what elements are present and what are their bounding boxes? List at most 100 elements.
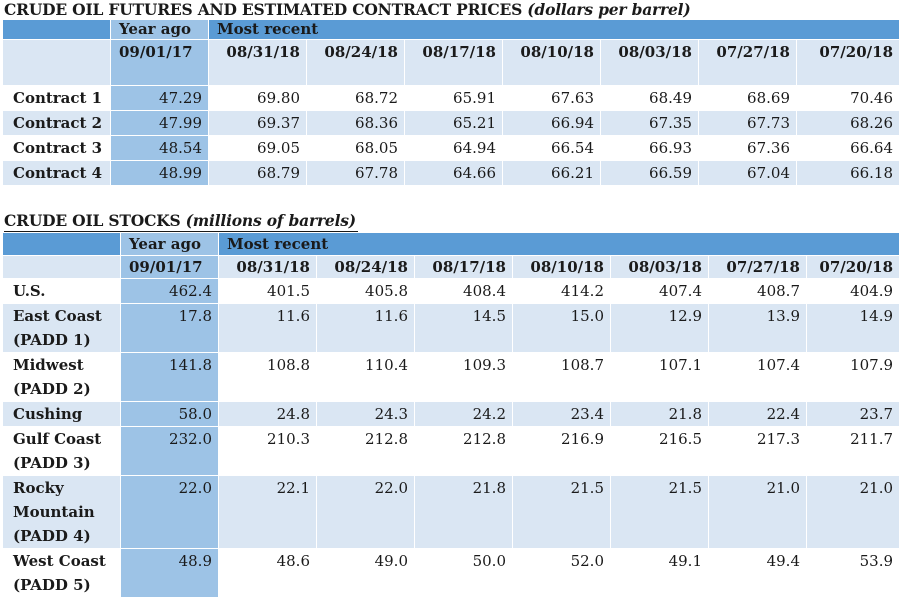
stocks-cell-value: 21.5 bbox=[610, 475, 709, 549]
stocks-cell-value: 216.9 bbox=[512, 426, 611, 476]
stocks-table-row: East Coast (PADD 1) 17.8 11.6 11.6 14.5 15.0 1… bbox=[2, 303, 901, 353]
stocks-cell-value: 21.0 bbox=[708, 475, 807, 549]
futures-header-row-dates: 09/01/17 08/31/18 08/24/18 08/17/18 08/1… bbox=[2, 39, 901, 86]
futures-body: Contract 1 47.29 69.80 68.72 65.91 67.63 68.49… bbox=[2, 85, 901, 186]
stocks-dates-blank bbox=[2, 255, 121, 279]
stocks-cell-value: 108.8 bbox=[218, 352, 317, 402]
stocks-date: 08/03/18 bbox=[610, 255, 709, 279]
futures-date: 08/17/18 bbox=[404, 39, 503, 86]
stocks-row-label: Rocky Mountain (PADD 4) bbox=[2, 475, 121, 549]
futures-cell-value: 69.37 bbox=[208, 110, 307, 136]
futures-cell-value: 70.46 bbox=[795, 85, 901, 111]
stocks-cell-value: 17.8 bbox=[120, 303, 219, 353]
futures-cell-value: 67.63 bbox=[502, 85, 601, 111]
stocks-table-row: U.S. 462.4 401.5 405.8 408.4 414.2 407.4 408.7 4… bbox=[2, 278, 901, 304]
futures-row-label: Contract 1 bbox=[2, 85, 111, 111]
stocks-cell-value: 107.9 bbox=[805, 352, 901, 402]
futures-year-ago-label: Year ago bbox=[110, 19, 209, 40]
stocks-cell-value: 48.6 bbox=[218, 548, 317, 598]
stocks-cell-value: 24.2 bbox=[414, 401, 513, 427]
stocks-cell-value: 141.8 bbox=[120, 352, 219, 402]
futures-cell-value: 47.29 bbox=[110, 85, 209, 111]
stocks-cell-value: 109.3 bbox=[414, 352, 513, 402]
stocks-cell-value: 414.2 bbox=[512, 278, 611, 304]
stocks-cell-value: 52.0 bbox=[512, 548, 611, 598]
stocks-cell-value: 232.0 bbox=[120, 426, 219, 476]
stocks-header-row-top: Year ago Most recent bbox=[2, 232, 901, 256]
futures-table-row: Contract 2 47.99 69.37 68.36 65.21 66.94 67.35… bbox=[2, 110, 901, 136]
futures-cell-value: 67.04 bbox=[698, 160, 797, 186]
stocks-date: 09/01/17 bbox=[120, 255, 219, 279]
stocks-row-label: Gulf Coast (PADD 3) bbox=[2, 426, 121, 476]
stocks-date: 08/24/18 bbox=[316, 255, 415, 279]
futures-cell-value: 66.93 bbox=[600, 135, 699, 161]
futures-cell-value: 68.72 bbox=[306, 85, 405, 111]
stocks-cell-value: 14.5 bbox=[414, 303, 513, 353]
futures-cell-value: 69.05 bbox=[208, 135, 307, 161]
stocks-title-text: CRUDE OIL STOCKS bbox=[4, 211, 181, 230]
stocks-cell-value: 210.3 bbox=[218, 426, 317, 476]
stocks-cell-value: 462.4 bbox=[120, 278, 219, 304]
futures-cell-value: 64.94 bbox=[404, 135, 503, 161]
stocks-date: 08/17/18 bbox=[414, 255, 513, 279]
stocks-cell-value: 108.7 bbox=[512, 352, 611, 402]
stocks-date: 07/27/18 bbox=[708, 255, 807, 279]
futures-header-row-top: Year ago Most recent bbox=[2, 19, 901, 40]
futures-cell-value: 66.18 bbox=[795, 160, 901, 186]
futures-cell-value: 68.79 bbox=[208, 160, 307, 186]
futures-cell-value: 48.54 bbox=[110, 135, 209, 161]
futures-cell-value: 67.36 bbox=[698, 135, 797, 161]
stocks-cell-value: 58.0 bbox=[120, 401, 219, 427]
stocks-cell-value: 216.5 bbox=[610, 426, 709, 476]
futures-cell-value: 47.99 bbox=[110, 110, 209, 136]
stocks-cell-value: 50.0 bbox=[414, 548, 513, 598]
futures-cell-value: 67.73 bbox=[698, 110, 797, 136]
stocks-cell-value: 21.8 bbox=[610, 401, 709, 427]
stocks-cell-value: 404.9 bbox=[805, 278, 901, 304]
stocks-cell-value: 11.6 bbox=[316, 303, 415, 353]
stocks-table-row: Cushing 58.0 24.8 24.3 24.2 23.4 21.8 22.4 23.7 bbox=[2, 401, 901, 427]
futures-title: CRUDE OIL FUTURES AND ESTIMATED CONTRACT… bbox=[4, 0, 693, 21]
stocks-date: 07/20/18 bbox=[805, 255, 901, 279]
futures-cell-value: 66.64 bbox=[795, 135, 901, 161]
stocks-cell-value: 110.4 bbox=[316, 352, 415, 402]
stocks-cell-value: 212.8 bbox=[414, 426, 513, 476]
stocks-cell-value: 13.9 bbox=[708, 303, 807, 353]
futures-date: 08/10/18 bbox=[502, 39, 601, 86]
stocks-cell-value: 53.9 bbox=[805, 548, 901, 598]
futures-table-row: Contract 1 47.29 69.80 68.72 65.91 67.63 68.49… bbox=[2, 85, 901, 111]
futures-date: 08/31/18 bbox=[208, 39, 307, 86]
futures-unit: (dollars per barrel) bbox=[527, 0, 691, 19]
futures-cell-value: 65.21 bbox=[404, 110, 503, 136]
stocks-cell-value: 407.4 bbox=[610, 278, 709, 304]
stocks-header-row-dates: 09/01/17 08/31/18 08/24/18 08/17/18 08/1… bbox=[2, 255, 901, 279]
futures-date: 07/20/18 bbox=[795, 39, 901, 86]
stocks-cell-value: 408.7 bbox=[708, 278, 807, 304]
stocks-cell-value: 408.4 bbox=[414, 278, 513, 304]
futures-cell-value: 66.94 bbox=[502, 110, 601, 136]
stocks-cell-value: 22.0 bbox=[316, 475, 415, 549]
stocks-cell-value: 211.7 bbox=[805, 426, 901, 476]
stocks-table-row: West Coast (PADD 5) 48.9 48.6 49.0 50.0 52.0 4… bbox=[2, 548, 901, 598]
stocks-cell-value: 49.0 bbox=[316, 548, 415, 598]
stocks-most-recent-label: Most recent bbox=[217, 232, 901, 256]
futures-cell-value: 67.78 bbox=[306, 160, 405, 186]
futures-title-text: CRUDE OIL FUTURES AND ESTIMATED CONTRACT… bbox=[4, 0, 523, 19]
stocks-row-label: Midwest (PADD 2) bbox=[2, 352, 121, 402]
stocks-cell-value: 21.0 bbox=[805, 475, 901, 549]
futures-cell-value: 65.91 bbox=[404, 85, 503, 111]
stocks-cell-value: 48.9 bbox=[120, 548, 219, 598]
futures-date: 08/03/18 bbox=[600, 39, 699, 86]
futures-row-label: Contract 4 bbox=[2, 160, 111, 186]
futures-cell-value: 69.80 bbox=[208, 85, 307, 111]
stocks-cell-value: 15.0 bbox=[512, 303, 611, 353]
stocks-cell-value: 24.3 bbox=[316, 401, 415, 427]
stocks-row-label: East Coast (PADD 1) bbox=[2, 303, 121, 353]
futures-cell-value: 48.99 bbox=[110, 160, 209, 186]
futures-cell-value: 66.59 bbox=[600, 160, 699, 186]
stocks-unit: (millions of barrels) bbox=[185, 211, 356, 230]
futures-date: 09/01/17 bbox=[110, 39, 209, 86]
stocks-date: 08/31/18 bbox=[218, 255, 317, 279]
stocks-row-label: West Coast (PADD 5) bbox=[2, 548, 121, 598]
futures-cell-value: 66.21 bbox=[502, 160, 601, 186]
